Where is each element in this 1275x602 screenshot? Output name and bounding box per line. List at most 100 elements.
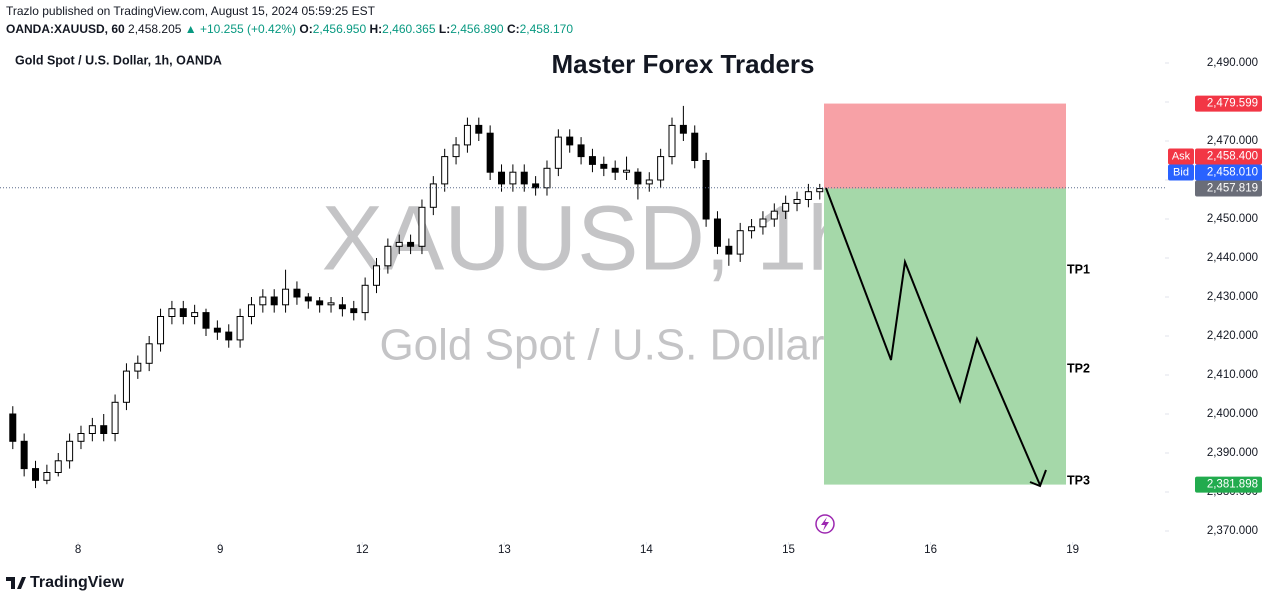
ask-price-bg [1195,148,1262,165]
candle-body [350,308,358,314]
candle-body [441,156,449,185]
symbol: OANDA:XAUUSD, 60 [6,22,125,36]
candle-body [54,460,62,473]
x-tick-label: 8 [75,544,81,556]
y-tick-label: 2,390.000 [1207,447,1258,459]
last: 2,458.205 [128,22,182,36]
arrow-head [1029,469,1047,488]
candle-body [202,312,210,329]
candle-body [111,401,119,434]
candle-body [270,296,278,306]
candle-body [77,433,85,442]
candle-body [816,188,824,193]
y-tick-label: 2,450.000 [1207,213,1258,225]
candle-body [748,226,756,232]
candle-body [225,331,233,341]
candle-body [213,327,221,333]
y-tick-label: 2,440.000 [1207,252,1258,264]
candle-body [793,199,801,204]
candle-body [361,284,369,314]
candle-body [554,136,562,169]
candle-body [657,156,665,181]
watermark: XAUUSD, 1h [322,187,859,289]
candle-body [407,241,415,247]
y-tick-label: 2,490.000 [1207,57,1258,69]
candle-body [247,304,255,317]
y-tick-label: 2,410.000 [1207,369,1258,381]
candle-body [293,288,301,298]
candle-body [725,245,733,255]
event-icon[interactable] [815,514,835,534]
candle-body [463,124,471,146]
candle-body [395,241,403,247]
candle-body [259,296,267,306]
candle-body [145,343,153,364]
o-label: O: [299,22,313,36]
candle-body [327,302,335,306]
candle-body [634,171,642,185]
candle-body [304,296,312,302]
candle-body [43,472,51,481]
ask-name: Ask [1172,150,1191,162]
zigzag-arrow [825,187,1047,488]
entry-price-bg [1195,180,1262,197]
candle-body [9,413,17,442]
candle-body [543,167,551,189]
candle-body [384,245,392,267]
candle-body [372,265,380,286]
candle-body [282,288,290,306]
tp-label: TP1 [1067,262,1090,276]
ask-price: 2,458.400 [1207,151,1258,163]
candle-body [691,132,699,161]
candle-body [316,300,324,306]
h: 2,460.365 [382,22,436,36]
l-label: L: [438,22,451,36]
candle-body [486,132,494,173]
candle-body [668,124,676,158]
candle-body [623,169,631,173]
x-tick-label: 16 [924,544,937,556]
candle-body [191,312,199,318]
candle-body [611,167,619,173]
subtitle: Gold Spot / U.S. Dollar, 1h, OANDA [15,53,222,67]
candle-body [452,144,460,158]
y-tick-label: 2,400.000 [1207,408,1258,420]
candle-body [122,370,130,403]
ohlc-line: OANDA:XAUUSD, 60 2,458.205 ▲ +10.255 (+0… [6,22,573,36]
candle-body [645,179,653,185]
candle-body [338,304,346,310]
o: 2,456.950 [312,22,367,36]
y-tick-label: 2,470.000 [1207,135,1258,147]
candle-body [418,206,426,247]
candle-body [588,156,596,165]
candle-body [736,230,744,255]
candle-body [600,163,608,169]
entry-price: 2,457.819 [1207,183,1258,195]
candle-body [532,183,540,189]
y-tick-label: 2,370.000 [1207,525,1258,537]
change: ▲ +10.255 (+0.42%) [184,22,297,36]
candle-body [509,171,517,185]
watermark: Gold Spot / U.S. Dollar [379,321,824,370]
tp-label: TP3 [1067,473,1090,487]
x-tick-label: 13 [498,544,511,556]
candle-body [713,218,721,247]
stop-zone [824,103,1066,189]
candle-body [679,124,687,134]
candle-body [702,160,710,220]
target-zone [824,188,1066,485]
candle-body [236,316,244,341]
c-label: C: [506,22,520,36]
target-price: 2,381.898 [1207,479,1258,491]
candle-body [179,308,187,318]
bid-price: 2,458.010 [1207,167,1258,179]
bid-name-bg [1168,164,1194,181]
x-tick-label: 14 [640,544,653,556]
candle-body [20,440,28,470]
candle-body [66,440,74,462]
l: 2,456.890 [450,22,504,36]
y-tick-label: 2,420.000 [1207,330,1258,342]
candle-body [100,425,108,435]
